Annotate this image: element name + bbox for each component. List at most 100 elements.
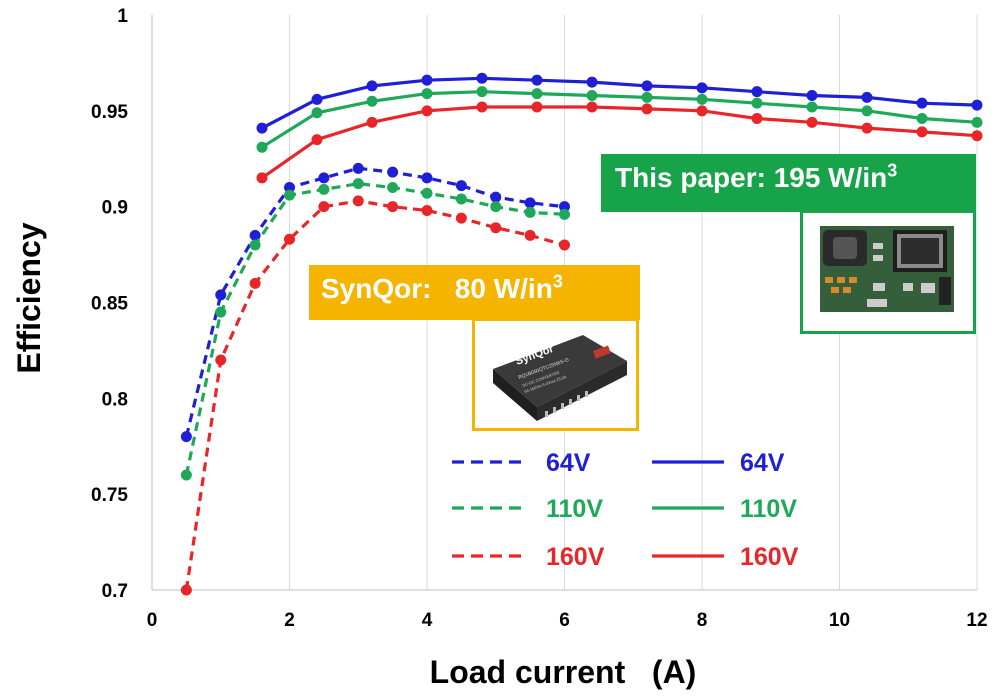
- data-point: [641, 103, 653, 115]
- this-paper-density-label: This paper: 195 W/in3: [601, 154, 976, 212]
- data-point: [696, 105, 708, 117]
- data-point: [696, 82, 708, 94]
- series-line: [261, 76, 978, 130]
- data-point: [352, 162, 364, 174]
- synqor-density-text: SynQor: 80 W/in: [321, 273, 553, 304]
- x-tick-label: 10: [829, 610, 850, 631]
- series-synqor-64V: [180, 162, 570, 443]
- data-point: [387, 182, 399, 193]
- x-tick-labels: 0 2 4 6 8 10 12: [147, 610, 988, 631]
- series-line: [184, 199, 565, 591]
- synqor-density-exponent: 3: [552, 271, 563, 292]
- data-point: [641, 91, 653, 103]
- data-point: [916, 126, 928, 138]
- series-synqor-110V: [180, 178, 570, 481]
- data-point: [256, 141, 268, 153]
- legend-label: 110V: [546, 495, 603, 523]
- data-point: [531, 101, 543, 113]
- data-point: [559, 239, 570, 251]
- data-point: [249, 229, 261, 241]
- data-point: [586, 101, 598, 113]
- y-tick-label: 0.7: [102, 581, 128, 602]
- data-point: [311, 134, 323, 146]
- data-point: [806, 101, 818, 113]
- data-point: [916, 113, 928, 124]
- data-point: [215, 306, 227, 318]
- data-point: [861, 91, 873, 103]
- data-point: [971, 130, 983, 142]
- data-point: [476, 86, 488, 98]
- data-point: [696, 93, 708, 105]
- data-point: [421, 105, 433, 117]
- data-point: [318, 172, 330, 184]
- data-point: [421, 88, 433, 100]
- x-tick-label: 4: [422, 610, 433, 631]
- data-point: [524, 229, 536, 241]
- this-paper-prototype-photo: [800, 210, 976, 334]
- series-this-paper-160V: [256, 101, 983, 184]
- data-point: [455, 193, 467, 205]
- data-point: [751, 86, 763, 98]
- data-point: [559, 208, 570, 220]
- y-tick-label: 1: [117, 6, 128, 27]
- data-point: [421, 74, 433, 86]
- y-tick-label: 0.75: [91, 485, 128, 506]
- data-point: [531, 88, 543, 100]
- data-point: [284, 189, 295, 201]
- series-this-paper-110V: [256, 86, 983, 153]
- data-point: [476, 101, 488, 113]
- axes: [151, 15, 977, 591]
- data-point: [256, 172, 268, 184]
- data-point: [490, 191, 502, 203]
- legend-label: 160V: [740, 543, 799, 571]
- data-point: [971, 99, 983, 111]
- y-axis-title: Efficiency: [11, 222, 47, 373]
- data-point: [806, 90, 818, 101]
- legend-label: 160V: [546, 543, 605, 571]
- y-tick-label: 0.8: [102, 389, 128, 410]
- data-point: [524, 206, 536, 218]
- data-point: [421, 172, 433, 184]
- data-point: [180, 584, 192, 596]
- series-line: [184, 166, 565, 438]
- legend-label: 64V: [740, 449, 785, 477]
- data-point: [249, 239, 261, 251]
- series-line: [184, 182, 565, 476]
- data-point: [916, 97, 928, 109]
- data-point: [352, 195, 364, 207]
- data-point: [215, 289, 227, 301]
- data-point: [318, 201, 330, 213]
- synqor-module-photo: SynQor RQ1B050QTC25N6S-G DC-DC CONVERTER…: [472, 318, 639, 431]
- data-point: [366, 116, 378, 128]
- data-point: [490, 201, 502, 213]
- data-point: [180, 469, 192, 481]
- data-point: [256, 122, 268, 134]
- data-point: [751, 97, 763, 109]
- data-point: [421, 205, 433, 216]
- legend-label: 64V: [546, 449, 591, 477]
- data-point: [421, 187, 433, 199]
- x-tick-label: 6: [559, 610, 570, 631]
- synqor-module-image: SynQor RQ1B050QTC25N6S-G DC-DC CONVERTER…: [493, 335, 627, 421]
- data-point: [531, 74, 543, 86]
- synqor-density-label: SynQor: 80 W/in3: [309, 265, 640, 320]
- y-tick-label: 0.95: [91, 102, 128, 123]
- legend-label: 110V: [740, 495, 797, 523]
- data-point: [490, 222, 502, 234]
- data-point: [311, 93, 323, 105]
- data-point: [387, 166, 399, 178]
- y-tick-label: 0.9: [102, 198, 128, 219]
- data-point: [366, 95, 378, 107]
- this-paper-density-text: This paper: 195 W/in: [615, 162, 888, 193]
- x-tick-label: 8: [697, 610, 708, 631]
- x-tick-label: 0: [147, 610, 158, 631]
- series-line: [261, 105, 978, 180]
- data-point: [249, 277, 261, 289]
- data-point: [455, 180, 467, 192]
- data-point: [387, 201, 399, 213]
- x-axis-title: Load current (A): [430, 654, 697, 690]
- data-point: [559, 201, 570, 213]
- series-layer: [180, 72, 983, 596]
- data-point: [476, 72, 488, 84]
